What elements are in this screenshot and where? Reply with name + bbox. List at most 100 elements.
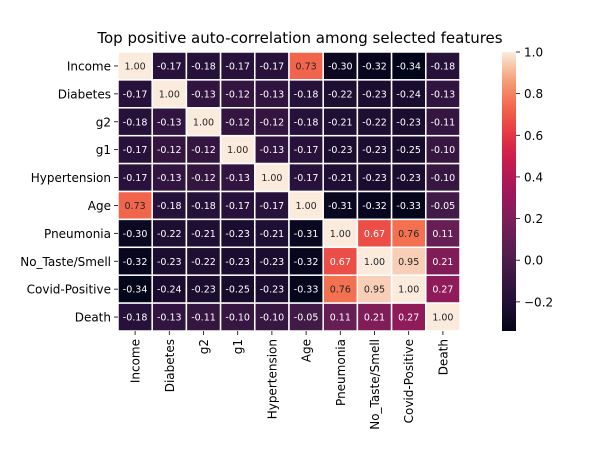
column-label: Income — [129, 339, 143, 383]
cell-value-label: -0.17 — [260, 201, 285, 212]
cell-value-label: -0.18 — [123, 313, 148, 324]
cell-value-label: -0.32 — [294, 257, 319, 268]
heatmap-cell — [356, 51, 393, 81]
heatmap-cell — [322, 134, 359, 165]
colorbar-tick-label: 1.0 — [524, 46, 543, 60]
cell-value-label: -0.23 — [191, 285, 216, 296]
cell-value-label: 1.00 — [261, 173, 282, 184]
cell-value-label: -0.34 — [123, 285, 148, 296]
cell-value-label: -0.13 — [157, 117, 182, 128]
cell-value-label: -0.23 — [362, 173, 387, 184]
heatmap-cell — [356, 274, 393, 304]
heatmap-cell — [322, 302, 359, 332]
cell-value-label: -0.12 — [225, 117, 250, 128]
cell-value-label: -0.18 — [191, 201, 216, 212]
cell-value-label: -0.18 — [431, 61, 456, 72]
heatmap-cell — [390, 107, 427, 137]
column-label: Death — [436, 339, 450, 375]
cell-value-label: -0.18 — [191, 61, 216, 72]
cell-value-label: 0.11 — [330, 313, 351, 324]
cell-value-label: -0.13 — [260, 145, 285, 156]
heatmap-cell — [288, 302, 324, 332]
cell-value-label: -0.05 — [294, 313, 319, 324]
cell-value-label: -0.22 — [191, 257, 216, 268]
heatmap-cell — [356, 218, 393, 249]
cell-value-label: -0.13 — [157, 173, 182, 184]
row-label: Pneumonia — [44, 227, 111, 241]
cell-value-label: -0.34 — [396, 61, 421, 72]
cell-value-label: -0.32 — [362, 201, 387, 212]
column-tick-labels: Income Diabetes g2 g1 Hypertension Age Pneumon… — [129, 331, 450, 430]
heatmap-cell — [390, 190, 427, 221]
cell-value-label: -0.13 — [431, 89, 456, 100]
cell-value-label: -0.21 — [191, 229, 216, 240]
cell-value-label: -0.13 — [260, 89, 285, 100]
cell-value-label: -0.18 — [157, 201, 182, 212]
cell-value-label: -0.12 — [260, 117, 285, 128]
cell-value-label: 1.00 — [296, 201, 317, 212]
cell-value-label: -0.30 — [123, 229, 148, 240]
cell-value-label: -0.31 — [294, 229, 319, 240]
chart-title: Top positive auto-correlation among sele… — [96, 29, 502, 47]
cell-value-label: 0.21 — [432, 257, 453, 268]
heatmap-cell — [288, 218, 324, 249]
cell-value-label: -0.10 — [225, 313, 250, 324]
cell-value-label: -0.17 — [225, 201, 250, 212]
heatmap-cell — [254, 190, 290, 221]
row-label: Income — [67, 59, 111, 73]
cell-value-label: -0.30 — [328, 61, 353, 72]
cell-value-label: -0.22 — [157, 229, 182, 240]
heatmap-cell — [322, 79, 359, 109]
cell-value-label: -0.17 — [225, 61, 250, 72]
cell-value-label: -0.17 — [294, 145, 319, 156]
heatmap-cell — [117, 218, 153, 249]
cell-value-label: 0.95 — [364, 285, 385, 296]
heatmap-cell — [151, 246, 188, 276]
cell-value-label: -0.13 — [191, 89, 216, 100]
colorbar-tick-label: 0.6 — [524, 129, 543, 143]
cell-value-label: 0.76 — [398, 229, 419, 240]
cell-value-label: -0.25 — [396, 145, 421, 156]
heatmap-cell — [390, 274, 427, 304]
heatmap-cell — [117, 190, 153, 221]
cell-value-label: -0.23 — [260, 285, 285, 296]
colorbar-tick-label: −0.2 — [524, 295, 553, 309]
heatmap-cell — [219, 190, 256, 221]
row-label: Age — [88, 199, 111, 213]
cell-value-label: -0.12 — [191, 145, 216, 156]
cell-value-label: 1.00 — [364, 257, 385, 268]
row-label: Hypertension — [31, 171, 111, 185]
cell-value-label: 0.73 — [125, 201, 146, 212]
cell-value-label: 0.11 — [432, 229, 453, 240]
cell-value-label: 0.21 — [364, 313, 385, 324]
cell-value-label: 0.76 — [330, 285, 351, 296]
cell-value-label: 1.00 — [193, 117, 214, 128]
cell-value-label: -0.23 — [362, 145, 387, 156]
cell-value-label: -0.33 — [294, 285, 319, 296]
heatmap-cell — [288, 79, 324, 109]
cell-value-label: -0.18 — [294, 117, 319, 128]
heatmap-cell — [356, 162, 393, 193]
cell-value-label: 0.95 — [398, 257, 419, 268]
column-label: g2 — [197, 339, 211, 354]
heatmap-cell — [425, 79, 461, 109]
column-label: Hypertension — [265, 339, 279, 419]
row-label: g2 — [96, 115, 111, 129]
heatmap-cell — [219, 246, 256, 276]
cell-value-label: 1.00 — [432, 313, 453, 324]
colorbar-tick-label: 0.0 — [524, 254, 543, 268]
cell-value-label: -0.25 — [225, 285, 250, 296]
heatmap-cell — [425, 274, 461, 304]
colorbar-tick-label: 0.2 — [524, 212, 543, 226]
heatmap-cell — [185, 107, 222, 137]
heatmap-cell — [322, 218, 359, 249]
row-label: g1 — [96, 143, 111, 157]
row-tick-labels: Income Diabetes g2 g1 Hypertension Age Pneumon… — [20, 59, 118, 325]
cell-value-label: -0.24 — [157, 285, 182, 296]
cell-value-label: -0.32 — [123, 257, 148, 268]
colorbar: 1.0 0.8 0.6 0.4 0.2 0.0 −0.2 — [502, 46, 553, 331]
heatmap-cell — [254, 162, 290, 193]
heatmap-cell — [254, 274, 290, 304]
heatmap-cell — [288, 134, 324, 165]
